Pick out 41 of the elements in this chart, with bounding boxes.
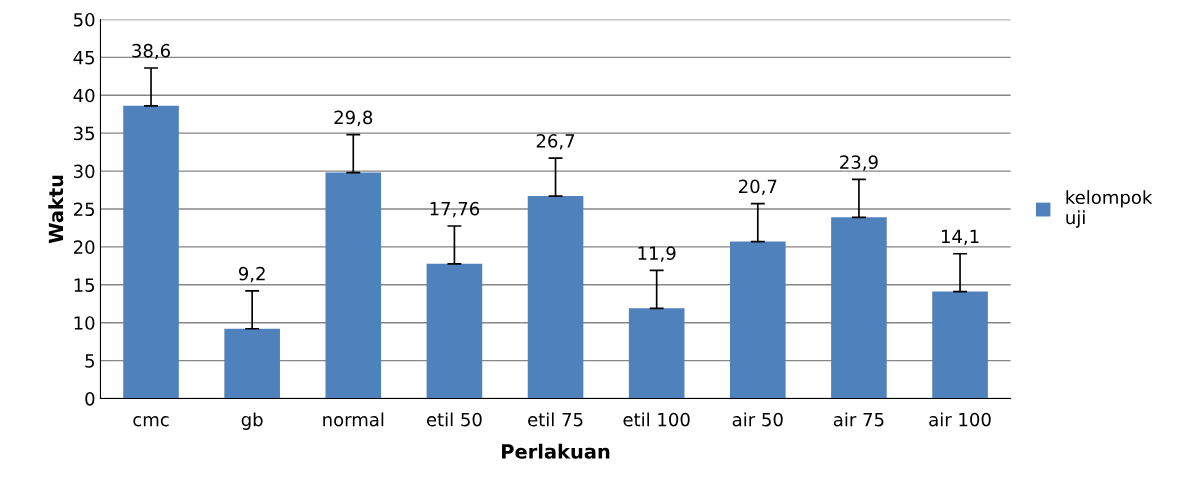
data-label: 14,1	[941, 229, 979, 246]
x-tick-label: etil 50	[426, 412, 482, 427]
bar	[527, 196, 584, 399]
y-tick-label: 5	[85, 354, 95, 368]
legend-label: kelompok uji	[1066, 190, 1153, 228]
data-label: 11,9	[638, 246, 676, 262]
x-tick-label: air 50	[732, 412, 783, 427]
x-tick-label: etil 75	[528, 412, 583, 427]
bar	[831, 217, 887, 399]
data-label: 20,7	[739, 179, 777, 196]
data-label: 29,8	[334, 110, 373, 127]
y-tick-label: 15	[74, 278, 95, 292]
x-tick-label: normal	[323, 412, 384, 427]
y-tick-label: 40	[73, 88, 95, 103]
data-label: 26,7	[536, 134, 575, 150]
x-tick-label: gb	[241, 412, 263, 430]
x-tick-label: air 100	[929, 412, 991, 427]
x-axis-title: Perlakuan	[502, 443, 610, 459]
y-tick-label: 50	[74, 12, 95, 27]
y-tick-label: 45	[73, 51, 95, 65]
x-tick-label: air 75	[833, 412, 884, 427]
y-tick-label: 0	[85, 391, 95, 406]
y-tick-label: 35	[74, 126, 95, 141]
bar	[729, 241, 786, 399]
bar	[932, 291, 988, 399]
data-label: 9,2	[238, 266, 265, 283]
y-tick-label: 20	[73, 240, 95, 254]
y-axis-title: Waktu	[48, 175, 64, 244]
x-tick-label: cmc	[133, 416, 169, 427]
x-tick-label: etil 100	[623, 412, 690, 427]
y-tick-label: 10	[74, 316, 95, 330]
bar	[224, 328, 280, 399]
y-tick-label: 30	[74, 164, 95, 179]
bar	[123, 105, 179, 399]
bar	[426, 263, 483, 399]
data-label: 23,9	[840, 155, 878, 171]
data-label: 38,6	[132, 43, 170, 60]
data-label: 17,76	[430, 201, 480, 218]
y-tick-label: 25	[73, 202, 95, 217]
bar	[325, 172, 382, 399]
bar	[628, 308, 685, 399]
